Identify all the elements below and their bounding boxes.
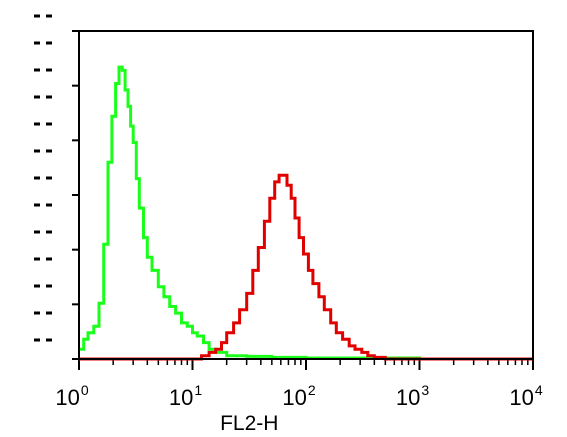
x-axis-ticks [78,359,534,370]
series-red-histogram [79,173,533,361]
x-tick-label: 100 [55,382,88,410]
plot-frame [78,30,534,360]
series-layer [79,65,533,361]
x-tick-label: 101 [169,382,202,410]
x-tick-labels: 100 101 102 103 104 [55,382,542,410]
y-axis-ticks [72,30,79,360]
x-tick-label: 103 [396,382,429,410]
x-axis-label: FL2-H [220,412,278,435]
left-edge-dash-marks [34,14,52,342]
x-tick-label: 102 [282,382,315,410]
x-tick-label: 104 [509,382,542,410]
series-green-histogram [79,65,533,361]
